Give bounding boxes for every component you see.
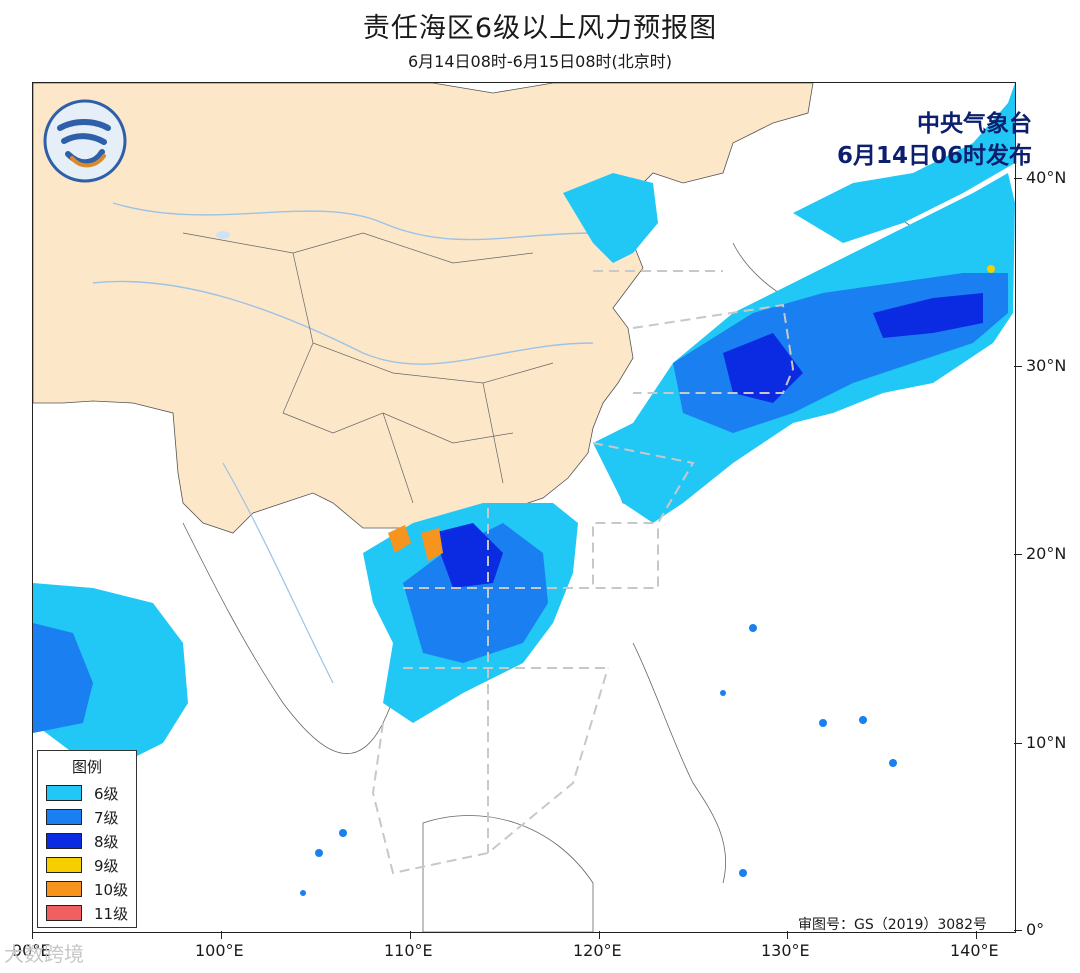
lon-tick-110 <box>410 931 411 939</box>
lat-tick-30 <box>1014 366 1022 367</box>
river-yangtze <box>92 280 594 365</box>
legend-item: 6级 <box>38 781 136 805</box>
legend-swatch-8 <box>46 833 82 849</box>
lat-label-20: 20°N <box>1026 544 1067 563</box>
philippines-outline <box>632 642 727 884</box>
legend-item: 8级 <box>38 829 136 853</box>
cma-logo <box>42 98 128 184</box>
issuer-org: 中央气象台 <box>917 111 1032 137</box>
legend-label: 9级 <box>94 856 119 875</box>
wind-area-10-east <box>421 528 443 561</box>
lon-tick-140 <box>976 931 977 939</box>
forecast-zone-boundaries <box>371 270 795 875</box>
legend-swatch-10 <box>46 881 82 897</box>
legend-item: 10级 <box>38 877 136 901</box>
lon-label-90: 90°E <box>12 941 51 960</box>
lon-label-110: 110°E <box>384 941 433 960</box>
legend-item: 11级 <box>38 901 136 925</box>
legend-swatch-11 <box>46 905 82 921</box>
map-title: 责任海区6级以上风力预报图 <box>362 13 718 44</box>
legend-swatch-6 <box>46 785 82 801</box>
legend-label: 11级 <box>94 904 129 923</box>
lake <box>216 231 230 239</box>
lat-label-0: 0° <box>1026 920 1045 939</box>
wind-area-6-japan <box>793 83 1015 243</box>
legend-label: 6级 <box>94 784 119 803</box>
wind-area-8-east <box>723 293 983 403</box>
issuer-time: 6月14日06时发布 <box>836 143 1032 169</box>
lon-tick-100 <box>221 931 222 939</box>
borneo-outline <box>422 815 594 932</box>
lat-tick-0 <box>1014 930 1022 931</box>
lon-label-120: 120°E <box>573 941 622 960</box>
map-frame <box>32 82 1016 933</box>
wind-area-9-japan <box>987 265 995 273</box>
watermark-text: 大数跨境 <box>4 942 84 966</box>
wind-area-6-north <box>563 173 658 263</box>
lat-label-10: 10°N <box>1026 733 1067 752</box>
river-yellow <box>112 202 594 241</box>
lat-tick-40 <box>1014 178 1022 179</box>
legend-label: 10级 <box>94 880 129 899</box>
lon-tick-90 <box>32 931 33 939</box>
lat-label-30: 30°N <box>1026 356 1067 375</box>
map-legend: 图例 6级 7级 8级 9级 10级 11级 <box>37 750 137 928</box>
legend-label: 8级 <box>94 832 119 851</box>
legend-label: 7级 <box>94 808 119 827</box>
wind-area-10-west <box>388 525 411 553</box>
lon-label-130: 130°E <box>761 941 810 960</box>
forecast-map <box>33 83 1015 932</box>
lat-label-40: 40°N <box>1026 168 1067 187</box>
lon-tick-120 <box>599 931 600 939</box>
legend-item: 9级 <box>38 853 136 877</box>
issuer-block: 中央气象台 6月14日06时发布 <box>837 108 1032 172</box>
wind-area-8-scs <box>433 523 503 588</box>
lat-tick-20 <box>1014 554 1022 555</box>
lon-label-140: 140°E <box>950 941 999 960</box>
lat-tick-10 <box>1014 743 1022 744</box>
legend-item: 7级 <box>38 805 136 829</box>
scattered-wind-spots <box>300 624 897 896</box>
legend-swatch-9 <box>46 857 82 873</box>
legend-swatch-7 <box>46 809 82 825</box>
wind-area-7-bay <box>33 623 93 733</box>
map-review-number: 审图号：GS（2019）3082号 <box>798 917 987 933</box>
legend-title: 图例 <box>71 758 102 776</box>
wind-area-7-scs <box>403 523 548 663</box>
lon-label-100: 100°E <box>195 941 244 960</box>
river-mekong <box>222 462 334 684</box>
lon-tick-130 <box>787 931 788 939</box>
map-subtitle: 6月14日08时-6月15日08时(北京时) <box>407 52 673 71</box>
province-borders <box>182 232 554 504</box>
